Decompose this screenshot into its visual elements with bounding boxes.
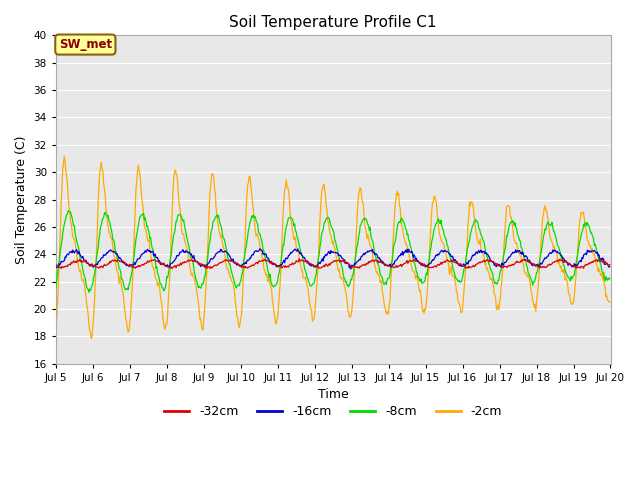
Y-axis label: Soil Temperature (C): Soil Temperature (C): [15, 135, 28, 264]
Title: Soil Temperature Profile C1: Soil Temperature Profile C1: [229, 15, 437, 30]
X-axis label: Time: Time: [318, 388, 349, 401]
Legend: -32cm, -16cm, -8cm, -2cm: -32cm, -16cm, -8cm, -2cm: [159, 400, 508, 423]
Text: SW_met: SW_met: [59, 38, 112, 51]
